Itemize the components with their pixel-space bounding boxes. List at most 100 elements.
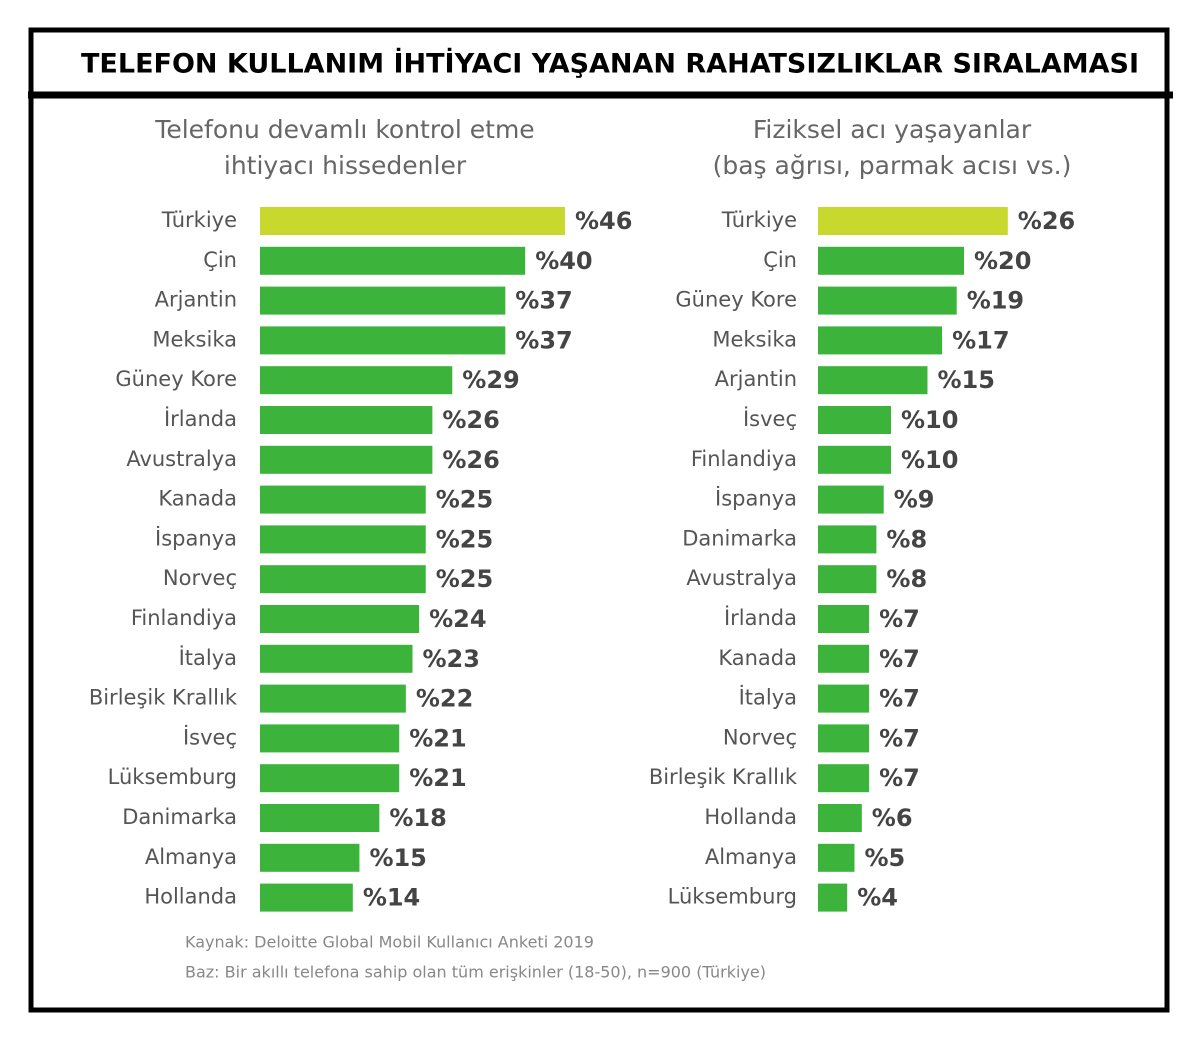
value-label: %15 <box>369 844 426 872</box>
category-label: Güney Kore <box>675 288 797 312</box>
category-label: Hollanda <box>704 805 797 829</box>
chart-title: Telefonu devamlı kontrol etme <box>154 115 534 144</box>
category-label: Türkiye <box>721 208 797 232</box>
value-label: %19 <box>967 287 1024 315</box>
value-label: %24 <box>429 605 486 633</box>
bar <box>260 565 426 594</box>
bar <box>818 724 870 753</box>
bar <box>260 246 526 275</box>
category-label: Norveç <box>723 725 797 749</box>
bar <box>818 366 928 395</box>
value-label: %26 <box>442 406 499 434</box>
value-label: %25 <box>436 486 493 514</box>
value-label: %18 <box>389 804 446 832</box>
bar <box>818 246 964 275</box>
category-label: Avustralya <box>126 447 237 471</box>
chart-title: (baş ağrısı, parmak acısı vs.) <box>713 151 1072 180</box>
category-label: İtalya <box>739 685 797 710</box>
category-label: Danimarka <box>122 805 237 829</box>
value-label: %8 <box>886 525 927 553</box>
bar <box>260 326 506 355</box>
category-label: Birleşik Krallık <box>649 765 798 789</box>
category-label: İrlanda <box>724 605 797 630</box>
value-label: %5 <box>865 844 906 872</box>
value-label: %4 <box>857 884 898 912</box>
value-label: %29 <box>462 366 519 394</box>
value-label: %26 <box>442 446 499 474</box>
category-label: İspanya <box>155 525 237 550</box>
category-label: Meksika <box>152 327 237 351</box>
bar <box>260 843 360 872</box>
value-label: %7 <box>879 605 920 633</box>
category-label: Lüksemburg <box>108 765 237 789</box>
bar <box>818 605 870 633</box>
bar <box>818 445 891 474</box>
value-label: %7 <box>879 685 920 713</box>
value-label: %37 <box>515 326 572 354</box>
value-label: %10 <box>901 446 958 474</box>
value-label: %15 <box>938 366 995 394</box>
bar <box>260 883 353 912</box>
bar <box>818 644 870 673</box>
category-label: Almanya <box>705 845 797 869</box>
category-label: Çin <box>203 248 237 272</box>
bar <box>260 445 433 474</box>
category-label: Kanada <box>158 487 237 511</box>
category-label: Birleşik Krallık <box>89 686 238 710</box>
value-label: %22 <box>416 685 473 713</box>
value-label: %40 <box>535 247 592 275</box>
bar <box>818 485 884 514</box>
value-label: %10 <box>901 406 958 434</box>
bar <box>818 883 848 912</box>
value-label: %7 <box>879 764 920 792</box>
bar <box>818 286 957 315</box>
bar <box>260 605 420 633</box>
bar <box>260 525 426 554</box>
category-label: İtalya <box>179 645 237 670</box>
value-label: %20 <box>974 247 1031 275</box>
category-label: İrlanda <box>164 406 237 431</box>
category-label: Lüksemburg <box>668 885 797 909</box>
category-label: Meksika <box>712 327 797 351</box>
value-label: %21 <box>409 724 466 752</box>
category-label: İspanya <box>715 486 797 511</box>
value-label: %23 <box>422 645 479 673</box>
category-label: Norveç <box>163 566 237 590</box>
frame <box>28 27 1170 1013</box>
bar <box>818 843 855 872</box>
bar <box>260 207 565 235</box>
value-label: %14 <box>363 884 420 912</box>
value-label: %17 <box>952 326 1009 354</box>
bar <box>260 764 400 793</box>
value-label: %46 <box>575 207 632 235</box>
value-label: %9 <box>894 486 935 514</box>
category-label: Avustralya <box>686 566 797 590</box>
category-label: Arjantin <box>715 367 797 391</box>
category-label: Çin <box>763 248 797 272</box>
category-label: Güney Kore <box>115 367 237 391</box>
value-label: %37 <box>515 287 572 315</box>
bar <box>818 565 877 594</box>
value-label: %7 <box>879 645 920 673</box>
value-label: %25 <box>436 565 493 593</box>
value-label: %8 <box>886 565 927 593</box>
value-label: %7 <box>879 724 920 752</box>
bar <box>260 406 433 434</box>
category-label: Kanada <box>718 646 797 670</box>
bar <box>260 366 453 395</box>
note: Baz: Bir akıllı telefona sahip olan tüm … <box>185 963 766 982</box>
bar <box>260 644 413 673</box>
chart-title: ihtiyacı hissedenler <box>224 151 467 180</box>
value-label: %6 <box>872 804 913 832</box>
bar <box>818 684 870 713</box>
category-label: Almanya <box>145 845 237 869</box>
category-label: Danimarka <box>682 526 797 550</box>
bar <box>260 286 506 315</box>
bar <box>260 684 406 713</box>
value-label: %21 <box>409 764 466 792</box>
category-label: Arjantin <box>155 288 237 312</box>
category-label: Finlandiya <box>691 447 797 471</box>
category-label: İsveç <box>743 406 797 431</box>
